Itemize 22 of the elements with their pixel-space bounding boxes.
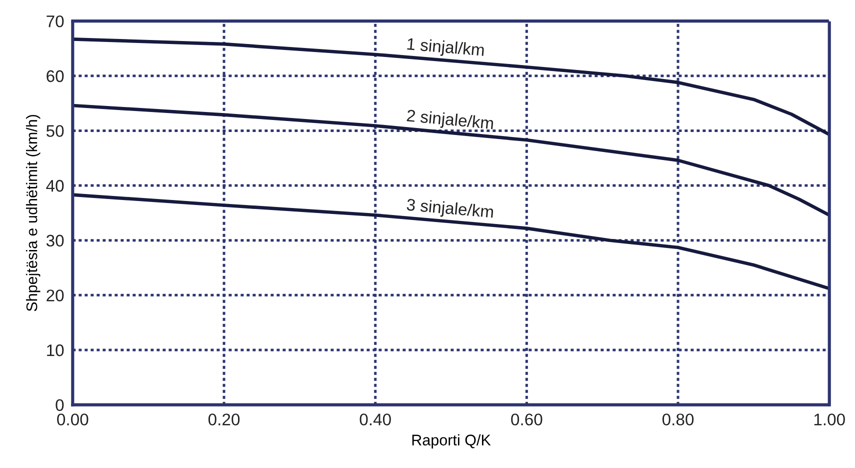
y-tick-label: 20 (46, 290, 64, 302)
y-tick-label: 60 (46, 70, 64, 82)
x-tick-label: 0.40 (360, 414, 391, 426)
y-tick-label: 50 (46, 125, 64, 137)
line-series (72, 104, 830, 217)
y-tick-label: 30 (46, 234, 64, 247)
y-tick-label: 40 (46, 180, 64, 192)
y-axis-title: Shpejtësia e udhëtimit (km/h) (26, 114, 40, 312)
y-tick-label: 0 (56, 399, 64, 412)
x-axis-title: Raporti Q/K (412, 434, 491, 448)
series-label: 1 sinjal/km (406, 37, 484, 60)
y-tick-label: 70 (46, 15, 64, 28)
text: 2 sinjale/km (406, 109, 494, 133)
x-tick-label: 1.00 (814, 414, 845, 426)
x-tick-label: 0.00 (57, 414, 88, 426)
series-label: 3 sinjale/km (406, 198, 494, 222)
y-tick-label: 10 (47, 344, 64, 356)
x-tick-label: 0.80 (662, 414, 694, 426)
x-tick-label: 0.20 (208, 414, 240, 426)
line-series (72, 193, 830, 290)
line-series (72, 37, 830, 136)
x-tick-label: 0.60 (511, 414, 542, 426)
